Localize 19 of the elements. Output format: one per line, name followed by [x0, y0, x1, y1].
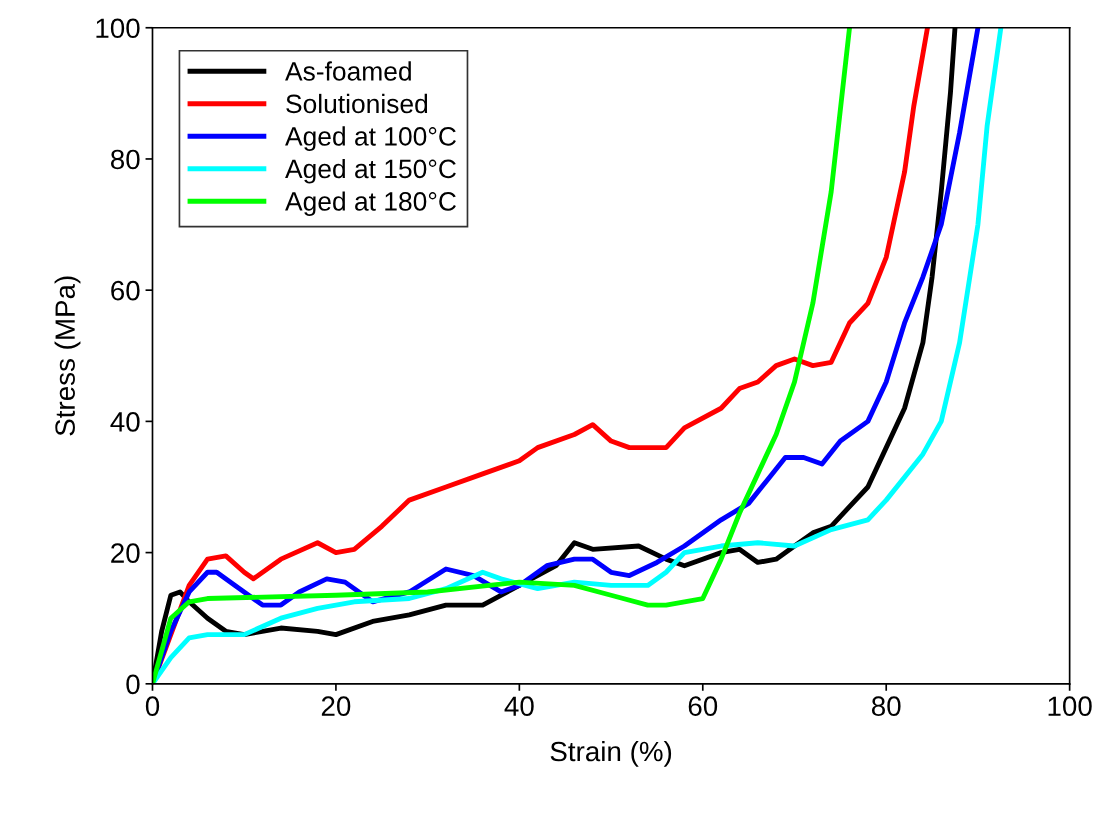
legend-label: Solutionised	[286, 93, 428, 114]
y-axis-title: Stress (MPa)	[54, 276, 81, 436]
legend-label: Aged at 180°C	[285, 191, 456, 216]
x-tick-label: 60	[688, 696, 718, 717]
y-tick-label: 20	[111, 543, 140, 563]
x-tick-label: 80	[871, 696, 901, 717]
y-tick-label: 60	[111, 280, 140, 301]
x-tick-label: 20	[321, 696, 351, 717]
x-tick-label: 40	[504, 696, 534, 717]
x-tick-label: 0	[145, 696, 160, 717]
legend-label: As-foamed	[285, 61, 411, 81]
x-tick-label: 100	[1048, 696, 1092, 717]
legend-label: Aged at 100°C	[285, 126, 456, 151]
x-axis-title: Strain (%)	[550, 740, 672, 767]
y-tick-label: 0	[126, 674, 140, 695]
legend-label: Aged at 150°C	[285, 158, 456, 184]
y-tick-label: 40	[110, 412, 140, 432]
y-tick-label: 80	[111, 149, 140, 170]
y-tick-label: 100	[96, 18, 140, 39]
